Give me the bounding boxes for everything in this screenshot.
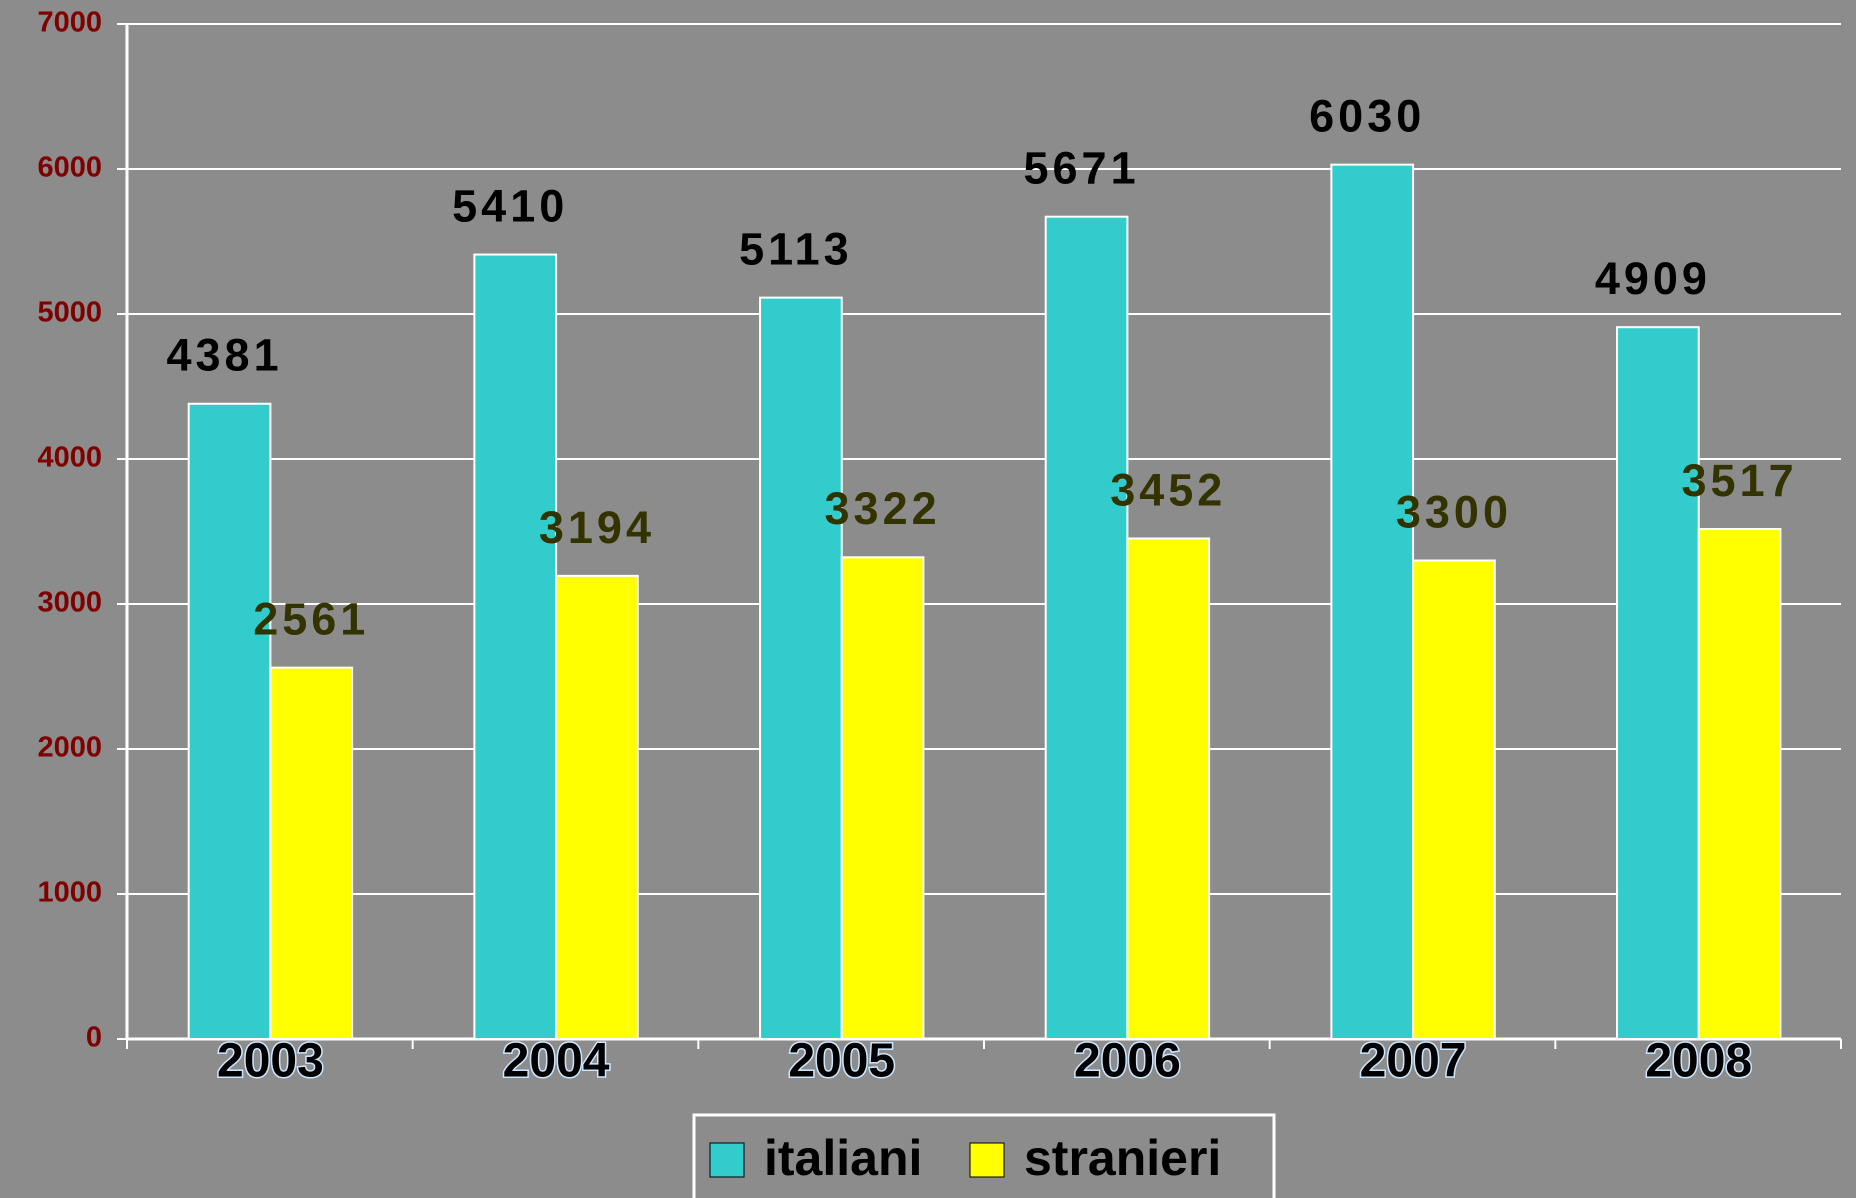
bar xyxy=(1044,215,1129,1040)
legend-swatch xyxy=(969,1142,1005,1178)
x-tick-label: 2003 xyxy=(217,1035,324,1088)
value-label: 4381 xyxy=(166,330,282,381)
y-tick-label: 1000 xyxy=(37,877,102,909)
value-label: 5671 xyxy=(1023,143,1139,194)
bar xyxy=(473,253,558,1041)
value-label: 5113 xyxy=(739,224,853,275)
y-tick-label: 4000 xyxy=(37,442,102,474)
value-label: 3452 xyxy=(1110,464,1226,515)
x-tick-label: 2004 xyxy=(503,1035,610,1088)
value-label: 4909 xyxy=(1595,253,1711,304)
y-tick-label: 6000 xyxy=(37,152,102,184)
bar xyxy=(555,574,639,1040)
value-label: 3322 xyxy=(825,483,941,534)
y-tick-label: 3000 xyxy=(37,587,102,619)
value-label: 5410 xyxy=(452,180,568,231)
bar xyxy=(269,666,354,1041)
bar xyxy=(840,556,925,1040)
x-tick-label: 2005 xyxy=(788,1035,895,1088)
bar xyxy=(187,402,272,1040)
value-label: 6030 xyxy=(1309,91,1425,142)
bar xyxy=(1126,537,1211,1041)
legend-swatch xyxy=(709,1142,745,1178)
value-label: 3194 xyxy=(539,502,655,553)
value-label: 3300 xyxy=(1396,486,1512,537)
y-tick-label: 5000 xyxy=(37,297,102,329)
bar xyxy=(1616,326,1700,1040)
value-label: 2561 xyxy=(253,594,369,645)
value-label: 3517 xyxy=(1682,455,1798,506)
bar xyxy=(1330,163,1415,1040)
x-tick-label: 2006 xyxy=(1074,1035,1181,1088)
legend-label: stranieri xyxy=(1024,1130,1221,1186)
x-tick-label: 2007 xyxy=(1360,1035,1467,1088)
bar xyxy=(1412,559,1496,1040)
bar xyxy=(759,296,843,1040)
y-tick-label: 2000 xyxy=(37,732,102,764)
x-tick-label: 2008 xyxy=(1645,1035,1752,1088)
y-tick-label: 7000 xyxy=(37,7,102,39)
bar xyxy=(1697,528,1782,1040)
legend-label: italiani xyxy=(764,1130,922,1186)
y-tick-label: 0 xyxy=(86,1022,102,1054)
